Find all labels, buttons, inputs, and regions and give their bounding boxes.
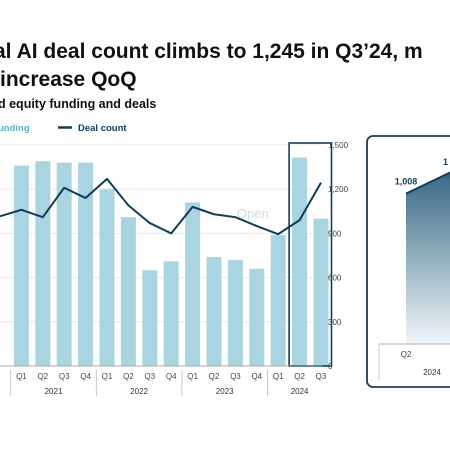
main-chart-bars	[13, 157, 329, 366]
x-tick-label: Q1	[187, 372, 198, 381]
funding-bar	[120, 217, 136, 366]
y-tick-label: 1,500	[328, 141, 349, 150]
x-tick-label: Q4	[80, 372, 91, 381]
inset-data-label: 1,008	[395, 177, 418, 187]
funding-bar	[206, 256, 222, 366]
x-tick-label: Q1	[16, 372, 27, 381]
inset-x-tick-label: Q2	[401, 350, 412, 359]
year-label: 2023	[216, 387, 234, 396]
funding-bar	[270, 234, 286, 366]
x-tick-label: Q2	[37, 372, 48, 381]
deal-count-line	[0, 177, 322, 236]
funding-bar	[249, 268, 265, 366]
main-chart-x-axis: Q1 Q2 Q3 Q4 Q1 Q2 Q3 Q4 Q1 Q2 Q3 Q4 Q1 Q2 Q3 2021 2022 20…	[0, 365, 327, 396]
chart-subtitle: d equity funding and deals	[0, 97, 157, 111]
x-tick-label: Q3	[230, 372, 241, 381]
x-tick-label: Q2	[123, 372, 134, 381]
inset-year-label: 2024	[423, 368, 441, 377]
x-tick-label: Q4	[251, 372, 262, 381]
chart-title-line-2: increase QoQ	[0, 68, 137, 91]
year-label: 2022	[130, 387, 148, 396]
y-tick-label: 300	[328, 318, 342, 327]
year-label: 2021	[45, 387, 63, 396]
funding-bar	[35, 161, 51, 366]
funding-bar	[227, 259, 243, 366]
inset-overflow-text: c	[446, 171, 450, 180]
watermark: Open	[237, 206, 269, 221]
x-tick-label: Q2	[294, 372, 305, 381]
x-tick-label: Q1	[273, 372, 284, 381]
x-tick-label: Q2	[209, 372, 220, 381]
funding-bar	[99, 189, 115, 366]
x-tick-label: Q1	[102, 372, 113, 381]
x-tick-label: Q3	[59, 372, 70, 381]
x-tick-label: Q3	[316, 372, 327, 381]
inset-data-label: 1	[443, 157, 448, 167]
main-chart-y-axis: 0 300 600 900 1,200 1,500	[328, 141, 349, 371]
y-tick-label: 600	[328, 274, 342, 283]
inset-area	[406, 172, 450, 344]
y-tick-label: 0	[328, 362, 333, 371]
chart-title-line-1: al AI deal count climbs to 1,245 in Q3’2…	[0, 40, 423, 63]
funding-bar	[163, 261, 179, 366]
funding-bar	[185, 202, 201, 366]
x-tick-label: Q3	[144, 372, 155, 381]
year-label: 2024	[291, 387, 309, 396]
y-tick-label: 1,200	[328, 185, 349, 194]
funding-bar	[56, 162, 72, 366]
funding-bar	[78, 162, 94, 366]
chart-title: al AI deal count climbs to 1,245 in Q3’2…	[0, 38, 423, 94]
y-tick-label: 900	[328, 229, 342, 238]
legend-label-deal-count: Deal count	[78, 123, 127, 134]
legend-label-funding: unding	[0, 123, 30, 134]
funding-bar	[142, 270, 158, 366]
funding-bar	[13, 165, 29, 366]
inset-area-line	[405, 171, 450, 195]
inset-card: 1,008 1 c Q2 2024	[366, 135, 450, 388]
legend: unding Deal count	[0, 123, 127, 134]
funding-bar	[292, 157, 308, 366]
funding-bar	[313, 218, 329, 366]
main-chart-line	[0, 177, 322, 236]
x-tick-label: Q4	[166, 372, 177, 381]
